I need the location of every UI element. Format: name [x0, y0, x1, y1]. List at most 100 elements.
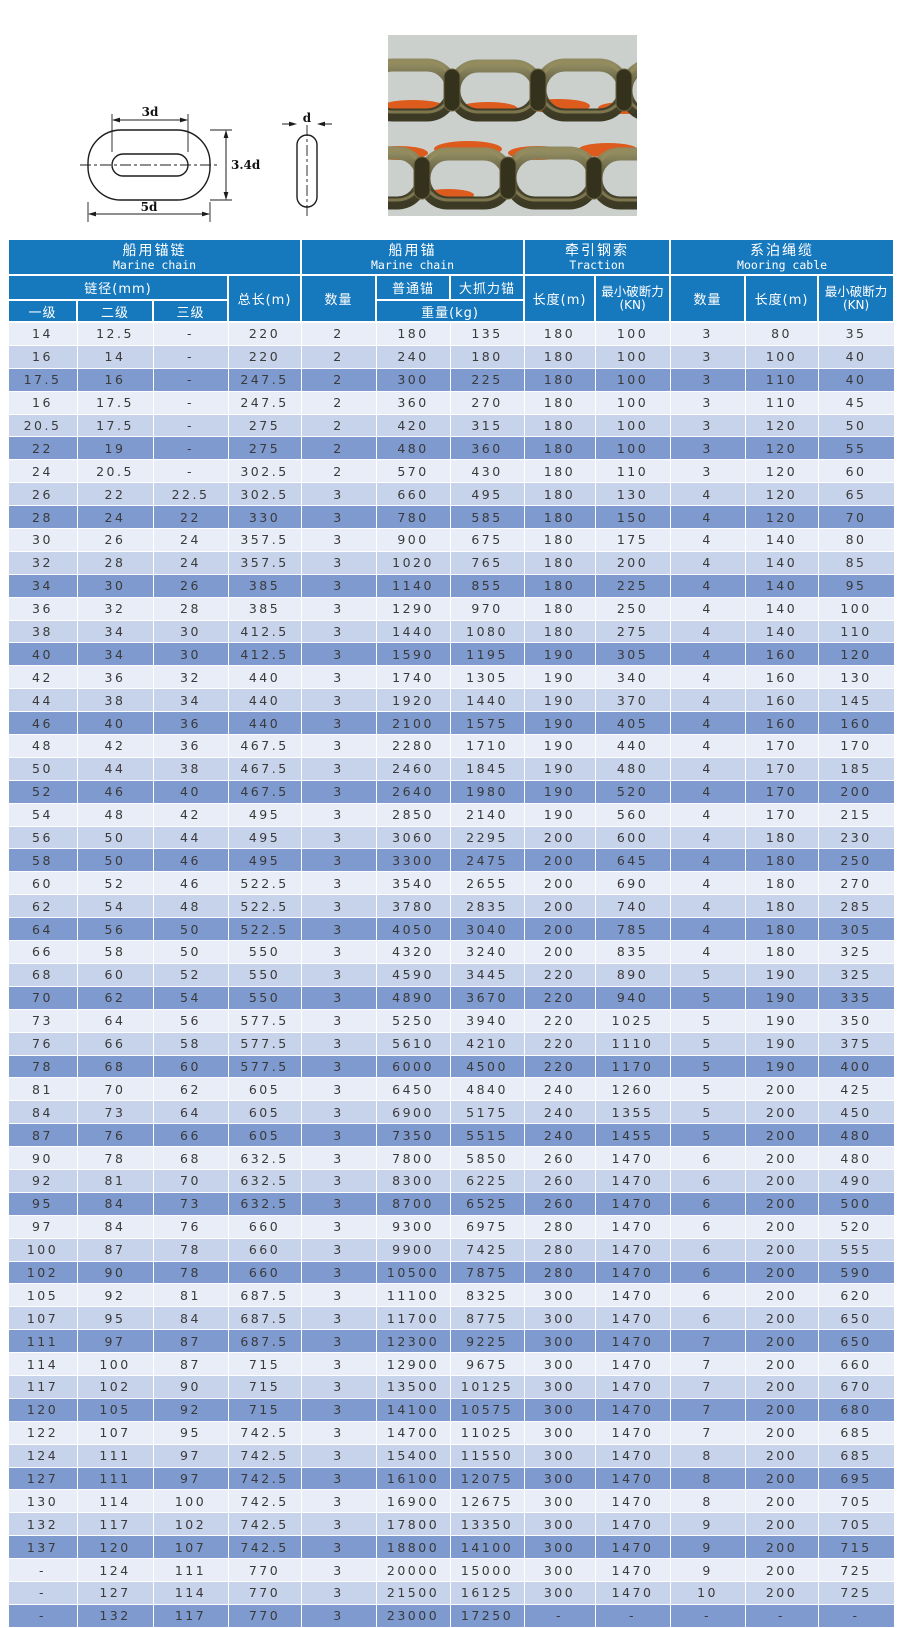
cell: 81 — [7, 1077, 78, 1102]
cell: 632.5 — [227, 1168, 302, 1193]
cell: 2 — [300, 321, 377, 346]
cell: 190 — [744, 1054, 819, 1079]
cell: 50 — [152, 917, 229, 942]
table-row: 26 22 22.5 302.5 3 660 495 180 130 4 120 65 — [7, 482, 895, 507]
cell: 24 — [76, 505, 154, 530]
table-row: 68 60 52 550 3 4590 3445 220 890 5 190 325 — [7, 962, 895, 987]
cell: 52 — [152, 962, 229, 987]
cell: 6450 — [375, 1077, 451, 1102]
cell: 450 — [817, 1100, 895, 1125]
cell: 3 — [300, 1558, 377, 1582]
cell: 46 — [152, 871, 229, 896]
cell: 52 — [7, 779, 78, 804]
cell: 2280 — [375, 734, 451, 758]
cell: 412.5 — [227, 619, 302, 644]
cell: - — [152, 390, 229, 415]
cell: 1740 — [375, 665, 451, 690]
cell: 200 — [744, 1100, 819, 1125]
group-marine-anchor-en: Marine chain — [370, 257, 455, 272]
cell: 970 — [449, 596, 525, 621]
cell: 13500 — [375, 1374, 451, 1399]
cell: 50 — [817, 413, 895, 438]
cell: 4 — [669, 871, 746, 896]
cell: 1470 — [594, 1558, 671, 1582]
cell: 66 — [76, 1031, 154, 1056]
cell: 95 — [76, 1306, 154, 1331]
cell: 220 — [523, 1008, 596, 1033]
cell: 645 — [594, 848, 671, 873]
cell: 3 — [300, 779, 377, 804]
cell: 3 — [300, 1420, 377, 1445]
cell: 440 — [227, 711, 302, 736]
cell: 300 — [523, 1283, 596, 1308]
cell: 3 — [300, 619, 377, 644]
cell: 65 — [817, 482, 895, 507]
group-marine-chain-zh: 船用锚链 — [122, 242, 187, 259]
cell: 3670 — [449, 985, 525, 1010]
cell: 430 — [449, 459, 525, 484]
cell: 280 — [523, 1260, 596, 1285]
cell: 78 — [76, 1146, 154, 1170]
table-row: 56 50 44 495 3 3060 2295 200 600 4 180 230 — [7, 825, 895, 850]
cell: 73 — [152, 1191, 229, 1216]
table-row: 22 19-275 2 480 360 180 100 3 120 55 — [7, 436, 895, 461]
cell: 3 — [300, 482, 377, 507]
cell: 4 — [669, 848, 746, 873]
cell: 2835 — [449, 894, 525, 919]
header-grade2: 二级 — [76, 299, 154, 323]
cell: 200 — [744, 1397, 819, 1422]
cell: 11025 — [449, 1420, 525, 1445]
cell: 300 — [523, 1489, 596, 1514]
cell: 3060 — [375, 825, 451, 850]
cell: 70 — [7, 985, 78, 1010]
cell: 725 — [817, 1580, 895, 1605]
cell: 97 — [152, 1443, 229, 1468]
cell: 780 — [375, 505, 451, 530]
cell: 117 — [152, 1603, 229, 1628]
cell: 58 — [7, 848, 78, 873]
cell: 68 — [76, 1054, 154, 1079]
cell: 577.5 — [227, 1054, 302, 1079]
cell: 420 — [375, 413, 451, 438]
cell: 22 — [152, 505, 229, 530]
cell: 92 — [7, 1168, 78, 1193]
table-row: 78 68 60 577.5 3 6000 4500 220 1170 5 190 400 — [7, 1054, 895, 1079]
cell: 56 — [152, 1008, 229, 1033]
cell: 785 — [594, 917, 671, 942]
cell: 687.5 — [227, 1283, 302, 1308]
cell: 100 — [152, 1489, 229, 1514]
cell: 4 — [669, 642, 746, 667]
cell: 3 — [300, 688, 377, 713]
table-row: 90 78 68 632.5 3 7800 5850 260 1470 6 200 480 — [7, 1146, 895, 1170]
cell: 40 — [152, 779, 229, 804]
group-mooring-cable: 系泊绳缆 Mooring cable — [669, 238, 896, 276]
cell: 6 — [669, 1283, 746, 1308]
cell: 78 — [7, 1054, 78, 1079]
cell: 705 — [817, 1489, 895, 1514]
cell: 22 — [7, 436, 78, 461]
cell: 385 — [227, 596, 302, 621]
cell: 275 — [594, 619, 671, 644]
cell: 200 — [523, 871, 596, 896]
cell: 8775 — [449, 1306, 525, 1331]
cell: 250 — [594, 596, 671, 621]
cell: 137 — [7, 1535, 78, 1560]
cell: 180 — [744, 848, 819, 873]
cell: 1355 — [594, 1100, 671, 1125]
cell: 107 — [76, 1420, 154, 1445]
cell: 305 — [594, 642, 671, 667]
cell: 120 — [76, 1535, 154, 1560]
cell: 1470 — [594, 1443, 671, 1468]
cell: 97 — [152, 1466, 229, 1491]
cell: 1470 — [594, 1535, 671, 1560]
cell: 64 — [7, 917, 78, 942]
cell: 302.5 — [227, 482, 302, 507]
cell: 5 — [669, 1077, 746, 1102]
cell: 8 — [669, 1489, 746, 1514]
cell: 687.5 — [227, 1306, 302, 1331]
cell: 30 — [152, 619, 229, 644]
cell: 76 — [7, 1031, 78, 1056]
cell: 15000 — [449, 1558, 525, 1582]
cell: 120 — [744, 505, 819, 530]
cell: 495 — [227, 802, 302, 827]
